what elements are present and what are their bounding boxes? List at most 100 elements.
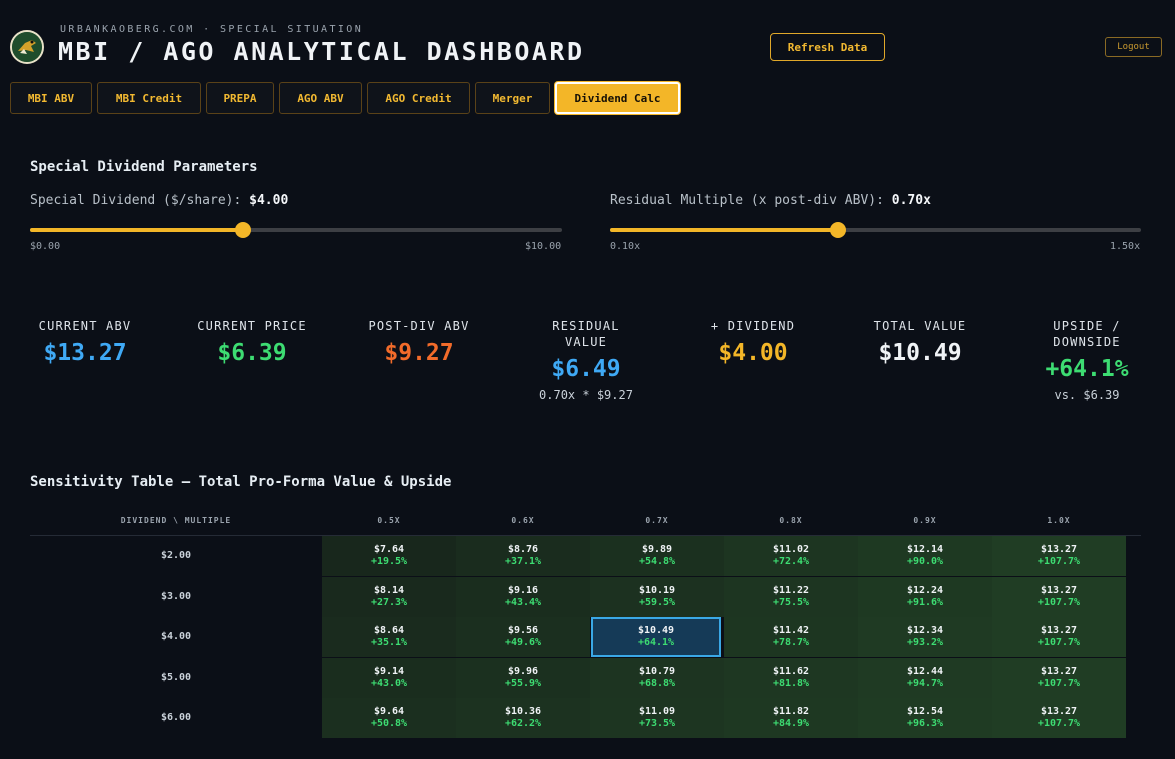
table-cell[interactable]: $11.02 +72.4% <box>724 536 858 576</box>
cell-upside: +94.7% <box>906 677 944 689</box>
metric-label: RESIDUAL VALUE <box>552 319 620 349</box>
cell-upside: +107.7% <box>1037 596 1081 608</box>
cell-value: $11.22 <box>772 584 810 596</box>
dividend-slider-min: $0.00 <box>30 241 61 252</box>
table-cell[interactable]: $13.27 +107.7% <box>992 576 1126 617</box>
metric-dividend: + DIVIDEND $4.00 <box>678 318 828 366</box>
cell-value: $9.16 <box>507 584 539 596</box>
cell-upside: +72.4% <box>772 556 810 567</box>
table-cell[interactable]: $13.27 +107.7% <box>992 657 1126 698</box>
cell-value: $10.19 <box>638 584 676 596</box>
tab-ago-abv[interactable]: AGO ABV <box>279 82 362 114</box>
column-header: 1.0X <box>1047 516 1071 525</box>
metric-value: +64.1% <box>1045 356 1129 382</box>
table-cell[interactable]: $7.64 +19.5% <box>322 536 456 576</box>
table-cell[interactable]: $10.79 +68.8% <box>590 657 724 698</box>
cell-value: $9.56 <box>507 625 539 636</box>
table-cell[interactable]: $11.09 +73.5% <box>590 698 724 738</box>
cell-upside: +64.1% <box>637 637 675 648</box>
cell-upside: +50.8% <box>370 718 408 729</box>
cell-value: $11.02 <box>772 544 810 555</box>
table-cell[interactable]: $9.96 +55.9% <box>456 657 590 698</box>
table-cell[interactable]: $13.27 +107.7% <box>992 617 1126 657</box>
row-header: $3.00 <box>160 590 192 602</box>
tab-mbi-abv[interactable]: MBI ABV <box>10 82 92 114</box>
dividend-slider[interactable] <box>30 222 562 238</box>
multiple-slider[interactable] <box>610 222 1141 238</box>
cell-value: $10.36 <box>504 706 542 717</box>
cell-upside: +107.7% <box>1037 718 1081 729</box>
tab-merger[interactable]: Merger <box>475 82 550 114</box>
table-cell[interactable]: $8.14 +27.3% <box>322 576 456 617</box>
table-cell[interactable]: $10.19 +59.5% <box>590 576 724 617</box>
metric-value: $6.39 <box>217 340 287 366</box>
table-cell[interactable]: $9.14 +43.0% <box>322 657 456 698</box>
refresh-data-button[interactable]: Refresh Data <box>770 33 885 61</box>
table-cell[interactable]: $10.36 +62.2% <box>456 698 590 738</box>
cell-value: $11.62 <box>772 665 810 677</box>
cell-upside: +73.5% <box>638 718 676 729</box>
parameters-title: Special Dividend Parameters <box>30 159 258 175</box>
multiple-slider-min: 0.10x <box>610 241 641 252</box>
table-cell[interactable]: $11.62 +81.8% <box>724 657 858 698</box>
table-cell[interactable]: $12.14 +90.0% <box>858 536 992 576</box>
multiple-slider-fill <box>610 228 838 232</box>
multiple-slider-thumb[interactable] <box>829 222 846 238</box>
page-title: MBI / AGO ANALYTICAL DASHBOARD <box>58 37 585 66</box>
tab-ago-credit[interactable]: AGO Credit <box>367 82 470 114</box>
cell-value: $12.24 <box>906 584 944 596</box>
cell-upside: +107.7% <box>1037 677 1081 689</box>
metric-current-abv: CURRENT ABV $13.27 <box>10 318 160 366</box>
table-cell[interactable]: $8.76 +37.1% <box>456 536 590 576</box>
table-cell[interactable]: $11.42 +78.7% <box>724 617 858 657</box>
table-cell[interactable]: $13.27 +107.7% <box>992 698 1126 738</box>
tab-prepa[interactable]: PREPA <box>206 82 274 114</box>
row-header: $5.00 <box>160 671 192 683</box>
cell-upside: +62.2% <box>504 718 542 729</box>
table-cell[interactable]: $8.64 +35.1% <box>322 617 456 657</box>
table-cell[interactable]: $12.24 +91.6% <box>858 576 992 617</box>
table-cell[interactable]: $12.54 +96.3% <box>858 698 992 738</box>
table-cell[interactable]: $9.56 +49.6% <box>456 617 590 657</box>
tab-dividend-calc[interactable]: Dividend Calc <box>555 82 680 114</box>
cell-upside: +68.8% <box>638 677 676 689</box>
table-cell[interactable]: $13.27 +107.7% <box>992 536 1126 576</box>
metric-current-price: CURRENT PRICE $6.39 <box>177 318 327 366</box>
metric-label: CURRENT ABV <box>38 319 132 333</box>
metric-residual-value: RESIDUAL VALUE $6.49 0.70x * $9.27 <box>511 318 661 402</box>
dividend-param-label: Special Dividend ($/share): $4.00 <box>30 193 289 208</box>
cell-upside: +107.7% <box>1037 637 1081 648</box>
cell-value: $8.14 <box>373 584 405 596</box>
cell-value: $13.27 <box>1040 625 1078 636</box>
cell-upside: +35.1% <box>370 637 408 648</box>
dividend-param-value: $4.00 <box>249 193 289 208</box>
cell-upside: +90.0% <box>906 556 944 567</box>
tab-mbi-credit[interactable]: MBI Credit <box>97 82 201 114</box>
table-cell[interactable]: $11.22 +75.5% <box>724 576 858 617</box>
logout-button[interactable]: Logout <box>1105 37 1162 57</box>
cell-upside: +96.3% <box>906 718 944 729</box>
cell-value: $9.96 <box>507 665 539 677</box>
table-cell[interactable]: $9.16 +43.4% <box>456 576 590 617</box>
metric-value: $10.49 <box>878 340 962 366</box>
cell-upside: +81.8% <box>772 677 810 689</box>
cell-value: $10.79 <box>638 665 676 677</box>
metric-label: + DIVIDEND <box>710 319 796 333</box>
table-cell[interactable]: $9.89 +54.8% <box>590 536 724 576</box>
cell-value: $11.82 <box>772 706 810 717</box>
table-cell[interactable]: $12.34 +93.2% <box>858 617 992 657</box>
row-header: $6.00 <box>160 712 192 723</box>
table-cell[interactable]: $10.49 +64.1% <box>591 617 721 657</box>
dividend-slider-thumb[interactable] <box>234 222 251 238</box>
table-cell[interactable]: $9.64 +50.8% <box>322 698 456 738</box>
row-header: $4.00 <box>160 631 192 642</box>
dividend-slider-fill <box>30 228 243 232</box>
column-header: 0.9X <box>913 516 937 525</box>
metric-subtext: 0.70x * $9.27 <box>539 388 633 402</box>
cell-upside: +78.7% <box>772 637 810 648</box>
cell-upside: +49.6% <box>504 637 542 648</box>
site-name: URBANKAOBERG.COM · SPECIAL SITUATION <box>60 24 364 35</box>
cell-upside: +91.6% <box>906 596 944 608</box>
table-cell[interactable]: $12.44 +94.7% <box>858 657 992 698</box>
table-cell[interactable]: $11.82 +84.9% <box>724 698 858 738</box>
